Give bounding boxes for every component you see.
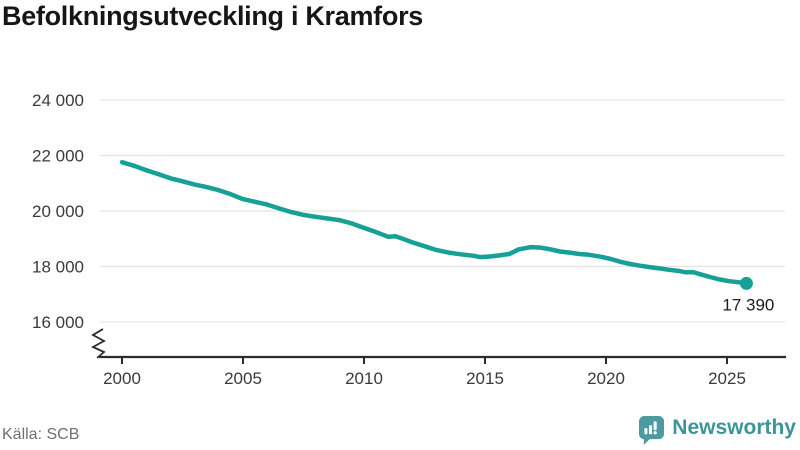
y-tick-label: 22 000 <box>32 147 84 166</box>
x-tick-label: 2020 <box>587 369 625 388</box>
x-tick-label: 2010 <box>345 369 383 388</box>
newsworthy-logo[interactable]: Newsworthy <box>638 415 796 446</box>
x-tick-label: 2015 <box>466 369 504 388</box>
newsworthy-icon <box>639 416 665 445</box>
x-tick-label: 2000 <box>103 369 141 388</box>
source-note: Källa: SCB <box>2 426 80 443</box>
population-line <box>119 159 749 286</box>
end-point-dot <box>739 276 753 290</box>
x-tick-label: 2005 <box>224 369 262 388</box>
y-tick-label: 16 000 <box>32 313 84 332</box>
newsworthy-wordmark: Newsworthy <box>672 416 796 439</box>
axis-break-icon <box>90 328 106 359</box>
x-tick-label: 2025 <box>708 369 746 388</box>
y-tick-label: 24 000 <box>32 91 84 110</box>
y-tick-label: 18 000 <box>32 258 84 277</box>
end-point-label: 17 390 <box>722 295 774 314</box>
chart-title: Befolkningsutveckling i Kramfors <box>2 1 423 31</box>
y-tick-label: 20 000 <box>32 202 84 221</box>
